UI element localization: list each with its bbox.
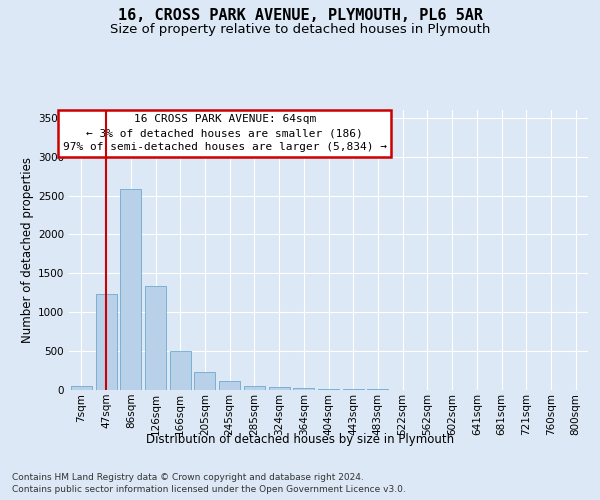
Bar bbox=[293, 388, 314, 390]
Text: Size of property relative to detached houses in Plymouth: Size of property relative to detached ho… bbox=[110, 22, 490, 36]
Bar bbox=[318, 389, 339, 390]
Bar bbox=[170, 351, 191, 390]
Text: Distribution of detached houses by size in Plymouth: Distribution of detached houses by size … bbox=[146, 432, 454, 446]
Text: 16, CROSS PARK AVENUE, PLYMOUTH, PL6 5AR: 16, CROSS PARK AVENUE, PLYMOUTH, PL6 5AR bbox=[118, 8, 482, 22]
Bar bbox=[343, 389, 364, 390]
Bar bbox=[120, 190, 141, 390]
Bar bbox=[95, 294, 116, 390]
Text: Contains HM Land Registry data © Crown copyright and database right 2024.: Contains HM Land Registry data © Crown c… bbox=[12, 472, 364, 482]
Text: Contains public sector information licensed under the Open Government Licence v3: Contains public sector information licen… bbox=[12, 485, 406, 494]
Bar bbox=[71, 386, 92, 390]
Bar bbox=[194, 372, 215, 390]
Bar bbox=[219, 381, 240, 390]
Bar bbox=[269, 388, 290, 390]
Y-axis label: Number of detached properties: Number of detached properties bbox=[21, 157, 34, 343]
Bar bbox=[145, 286, 166, 390]
Text: 16 CROSS PARK AVENUE: 64sqm
← 3% of detached houses are smaller (186)
97% of sem: 16 CROSS PARK AVENUE: 64sqm ← 3% of deta… bbox=[62, 114, 387, 152]
Bar bbox=[244, 386, 265, 390]
